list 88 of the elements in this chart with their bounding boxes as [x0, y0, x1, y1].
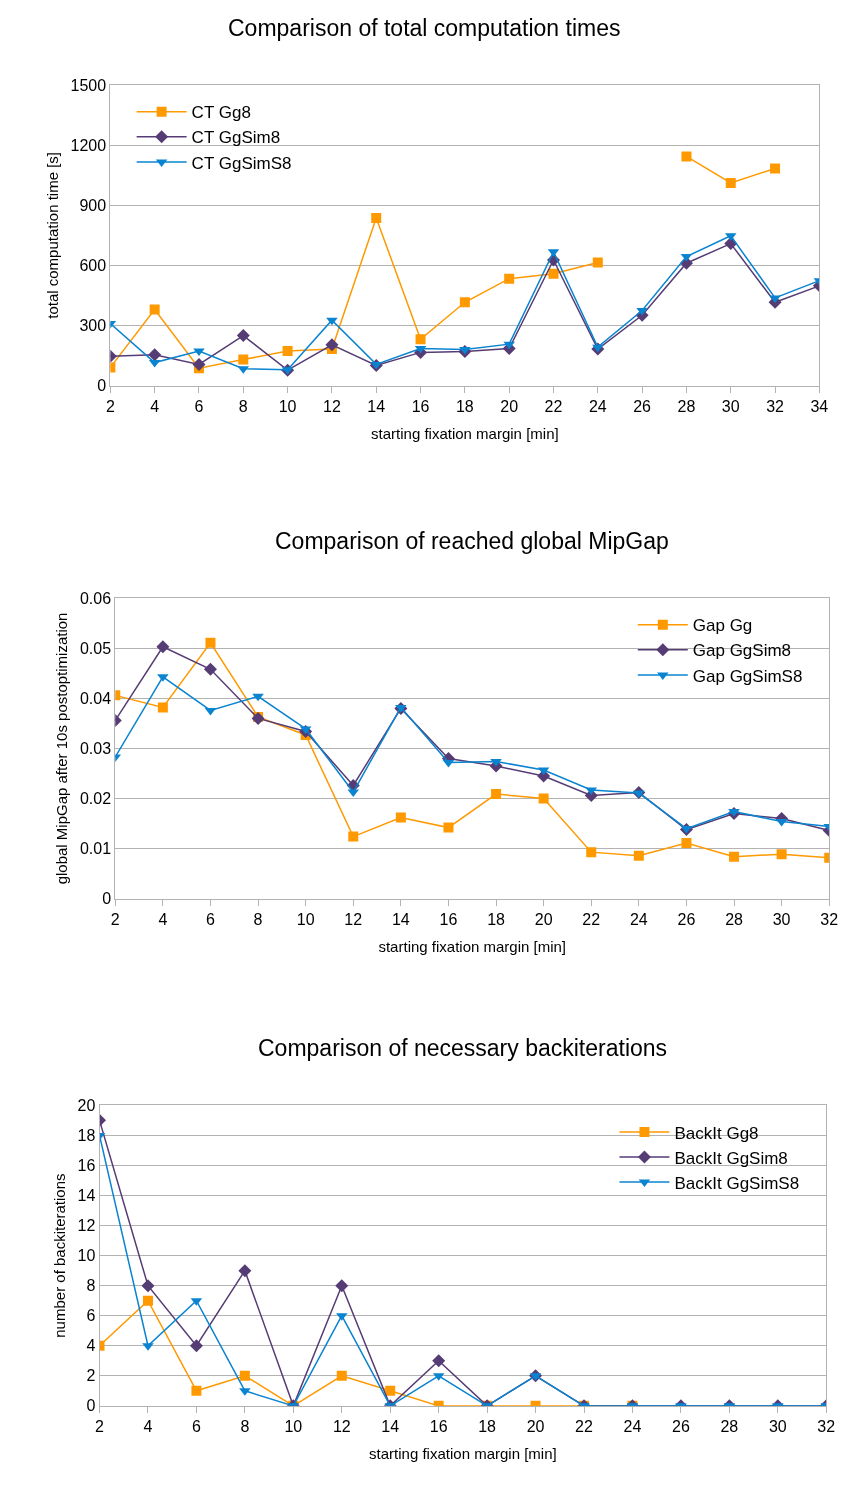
y-tick-label: 0 [102, 890, 112, 908]
x-axis-title: starting fixation margin [min] [378, 937, 567, 955]
x-tick-label: 20 [500, 397, 519, 415]
x-tick-label: 14 [391, 910, 410, 928]
x-axis-title: starting fixation margin [min] [369, 1445, 557, 1463]
legend-label: CT GgSim8 [191, 128, 281, 148]
x-tick-label: 16 [411, 397, 430, 415]
y-tick-label: 18 [77, 1126, 96, 1144]
legend-label: CT GgSimS8 [191, 153, 292, 173]
y-tick-label: 14 [77, 1187, 96, 1205]
x-tick-label: 28 [725, 910, 744, 928]
x-tick-label: 26 [677, 910, 696, 928]
x-tick-label: 4 [158, 910, 168, 928]
y-tick-label: 8 [86, 1277, 96, 1295]
y-axis-title: global MipGap after 10s postoptimization [53, 612, 71, 885]
x-tick-label: 24 [629, 910, 648, 928]
y-axis-title: number of backiterations [50, 1173, 68, 1338]
y-tick-label: 4 [86, 1337, 96, 1355]
x-tick-label: 12 [323, 397, 341, 415]
x-tick-label: 24 [588, 397, 607, 415]
chart-title: Comparison of total computation times [228, 15, 621, 41]
x-tick-label: 26 [672, 1418, 690, 1436]
y-tick-label: 1200 [70, 136, 107, 154]
y-tick-label: 2 [86, 1367, 96, 1385]
x-tick-label: 14 [367, 397, 386, 415]
y-tick-label: 0 [86, 1397, 96, 1415]
y-tick-label: 900 [79, 196, 107, 214]
x-tick-label: 32 [820, 910, 839, 928]
x-tick-label: 6 [191, 1418, 201, 1436]
x-tick-label: 4 [150, 397, 160, 415]
x-tick-label: 32 [817, 1418, 836, 1436]
x-tick-label: 18 [478, 1418, 497, 1436]
y-tick-label: 0.01 [79, 840, 112, 858]
x-tick-label: 32 [766, 397, 785, 415]
y-tick-label: 0.05 [79, 639, 112, 657]
y-axis-title: total computation time [s] [43, 152, 61, 319]
x-tick-label: 28 [720, 1418, 739, 1436]
y-tick-label: 20 [77, 1096, 96, 1114]
legend-label: CT Gg8 [191, 103, 251, 123]
x-tick-label: 14 [381, 1418, 400, 1436]
x-tick-label: 18 [455, 397, 474, 415]
y-tick-label: 0.03 [79, 740, 112, 758]
x-tick-label: 20 [534, 910, 553, 928]
y-tick-label: 16 [77, 1157, 96, 1175]
y-tick-label: 1500 [70, 76, 107, 94]
y-tick-label: 6 [86, 1307, 96, 1325]
x-tick-label: 26 [633, 397, 652, 415]
x-tick-label: 18 [487, 910, 506, 928]
legend-label: Gap Gg [692, 616, 753, 636]
legend-label: BackIt GgSim8 [674, 1148, 788, 1168]
x-tick-label: 6 [194, 397, 204, 415]
x-tick-label: 10 [296, 910, 315, 928]
y-tick-label: 300 [79, 317, 107, 335]
y-tick-label: 600 [79, 257, 107, 275]
x-tick-label: 30 [772, 910, 791, 928]
x-tick-label: 8 [238, 397, 248, 415]
x-tick-label: 10 [278, 397, 297, 415]
legend-label: Gap GgSim8 [692, 641, 792, 661]
x-tick-label: 24 [623, 1418, 642, 1436]
x-tick-label: 12 [344, 910, 363, 928]
y-tick-label: 0.04 [79, 689, 112, 707]
x-tick-label: 30 [768, 1418, 787, 1436]
x-axis-title: starting fixation margin [min] [371, 424, 559, 442]
y-tick-label: 0.06 [79, 589, 112, 607]
legend-label: Gap GgSimS8 [692, 666, 803, 686]
x-tick-label: 16 [439, 910, 458, 928]
x-tick-label: 22 [575, 1418, 594, 1436]
x-tick-label: 6 [206, 910, 216, 928]
x-tick-label: 28 [677, 397, 696, 415]
x-tick-label: 22 [544, 397, 563, 415]
legend-label: BackIt Gg8 [674, 1123, 759, 1143]
x-tick-label: 10 [284, 1418, 303, 1436]
y-tick-label: 10 [77, 1247, 96, 1265]
y-tick-label: 0.02 [79, 790, 112, 808]
y-tick-label: 0 [97, 377, 107, 395]
x-tick-label: 8 [253, 910, 263, 928]
x-tick-label: 22 [582, 910, 601, 928]
chart-title: Comparison of necessary backiterations [258, 1035, 668, 1061]
x-tick-label: 8 [240, 1418, 250, 1436]
x-tick-label: 30 [721, 397, 740, 415]
y-tick-label: 12 [77, 1217, 96, 1235]
legend-label: BackIt GgSimS8 [674, 1173, 800, 1193]
chart-title: Comparison of reached global MipGap [275, 528, 669, 554]
x-tick-label: 4 [143, 1418, 153, 1436]
x-tick-label: 34 [810, 397, 829, 415]
x-tick-label: 12 [332, 1418, 351, 1436]
x-tick-label: 16 [429, 1418, 448, 1436]
x-tick-label: 20 [526, 1418, 545, 1436]
